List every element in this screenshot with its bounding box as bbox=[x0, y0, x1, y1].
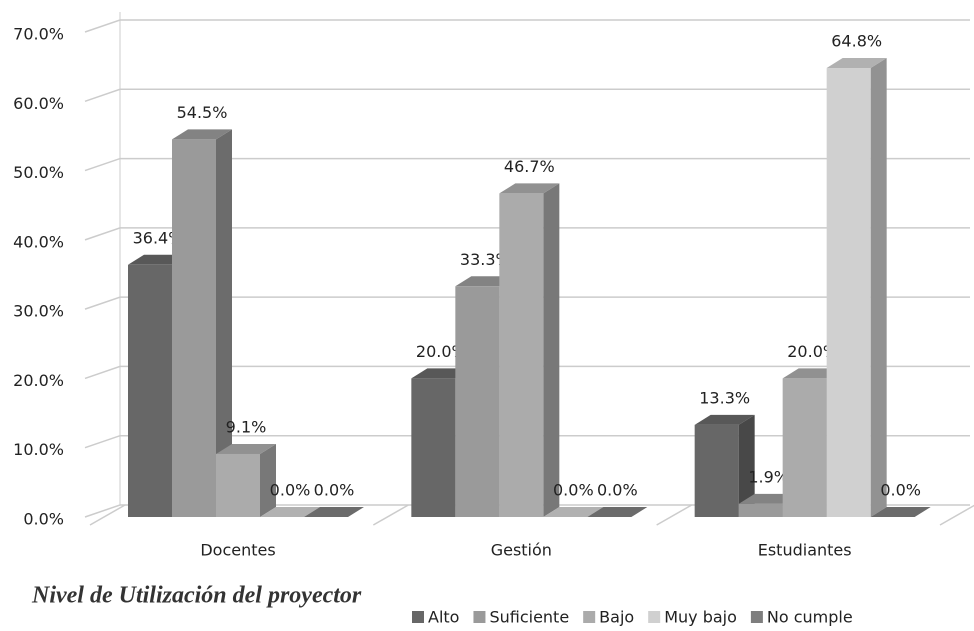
data-label: 54.5% bbox=[177, 103, 228, 122]
data-label: 13.3% bbox=[699, 388, 750, 407]
bar bbox=[499, 183, 560, 517]
legend-label: Bajo bbox=[599, 608, 634, 627]
bar-top bbox=[499, 183, 560, 194]
grid-line bbox=[84, 365, 970, 380]
data-label: 33.3% bbox=[460, 250, 511, 269]
bar-side bbox=[543, 183, 560, 517]
data-label: 0.0% bbox=[597, 481, 638, 500]
grid-line bbox=[84, 157, 970, 172]
y-tick-label: 50.0% bbox=[13, 163, 64, 182]
floor-line bbox=[939, 504, 974, 526]
y-tick-label: 70.0% bbox=[13, 25, 64, 44]
data-label: 46.7% bbox=[504, 157, 555, 176]
legend-label: Muy bajo bbox=[664, 608, 737, 627]
floor-line bbox=[89, 504, 126, 526]
data-label: 0.0% bbox=[270, 481, 311, 500]
data-label: 36.4% bbox=[133, 228, 184, 247]
bar-top bbox=[870, 507, 931, 517]
data-label: 9.1% bbox=[226, 417, 267, 436]
data-label: 0.0% bbox=[553, 481, 594, 500]
bar-top bbox=[694, 414, 755, 425]
legend-label: Suficiente bbox=[489, 608, 569, 627]
bar-top bbox=[216, 443, 276, 454]
bar-side bbox=[870, 58, 887, 518]
data-label: 1.9% bbox=[748, 467, 789, 486]
data-label: 20.0% bbox=[416, 342, 467, 361]
bar bbox=[172, 129, 232, 517]
bar bbox=[587, 507, 648, 517]
bar-top bbox=[826, 58, 887, 69]
bar-side bbox=[260, 443, 276, 517]
bar bbox=[304, 507, 364, 517]
x-tick-label: Docentes bbox=[200, 541, 275, 560]
bar bbox=[870, 507, 931, 517]
bar-front bbox=[411, 378, 456, 517]
legend-swatch bbox=[648, 611, 661, 623]
bar-side bbox=[216, 129, 232, 517]
y-tick-label: 30.0% bbox=[13, 302, 64, 321]
y-tick-label: 20.0% bbox=[13, 371, 64, 390]
legend-swatch bbox=[412, 611, 424, 623]
legend-swatch bbox=[473, 611, 486, 623]
grid-line bbox=[84, 88, 970, 102]
floor-line bbox=[372, 504, 409, 526]
data-label: 20.0% bbox=[787, 342, 838, 361]
grid-line bbox=[84, 227, 970, 241]
grid-line bbox=[84, 434, 970, 449]
bar-front bbox=[455, 286, 500, 517]
x-tick-label: Estudiantes bbox=[758, 541, 852, 560]
bar-top bbox=[587, 507, 648, 517]
bar-front bbox=[782, 378, 827, 517]
y-tick-label: 10.0% bbox=[13, 440, 64, 459]
data-label: 0.0% bbox=[314, 481, 355, 500]
bar-top bbox=[304, 507, 364, 517]
bar-front bbox=[738, 503, 783, 517]
bar-front bbox=[499, 193, 544, 517]
y-tick-label: 0.0% bbox=[23, 510, 64, 529]
bar bbox=[543, 507, 604, 517]
bar bbox=[260, 507, 320, 517]
x-tick-label: Gestión bbox=[491, 541, 552, 560]
data-label: 64.8% bbox=[831, 32, 882, 51]
legend-swatch bbox=[750, 611, 763, 623]
legend-label: Alto bbox=[428, 608, 459, 627]
bar bbox=[694, 414, 755, 517]
bar-front bbox=[826, 68, 871, 518]
bar-front bbox=[128, 264, 172, 517]
grid-line bbox=[84, 504, 970, 518]
bar-side bbox=[738, 414, 755, 517]
bar bbox=[216, 443, 276, 517]
y-tick-label: 40.0% bbox=[13, 232, 64, 251]
bar-top bbox=[543, 507, 604, 517]
bar-top bbox=[260, 507, 320, 517]
bar-top bbox=[172, 129, 232, 140]
chart-title: Nivel de Utilización del proyector bbox=[31, 583, 362, 609]
legend-swatch bbox=[583, 611, 596, 623]
grid-line bbox=[84, 19, 970, 33]
bar-front bbox=[172, 139, 216, 517]
bar-front bbox=[216, 453, 260, 517]
legend-label: No cumple bbox=[767, 608, 853, 627]
bar-front bbox=[694, 424, 739, 517]
grid-line bbox=[84, 296, 970, 310]
floor-line bbox=[656, 504, 693, 526]
y-tick-label: 60.0% bbox=[13, 94, 64, 113]
bar bbox=[826, 58, 887, 518]
data-label: 0.0% bbox=[880, 481, 921, 500]
